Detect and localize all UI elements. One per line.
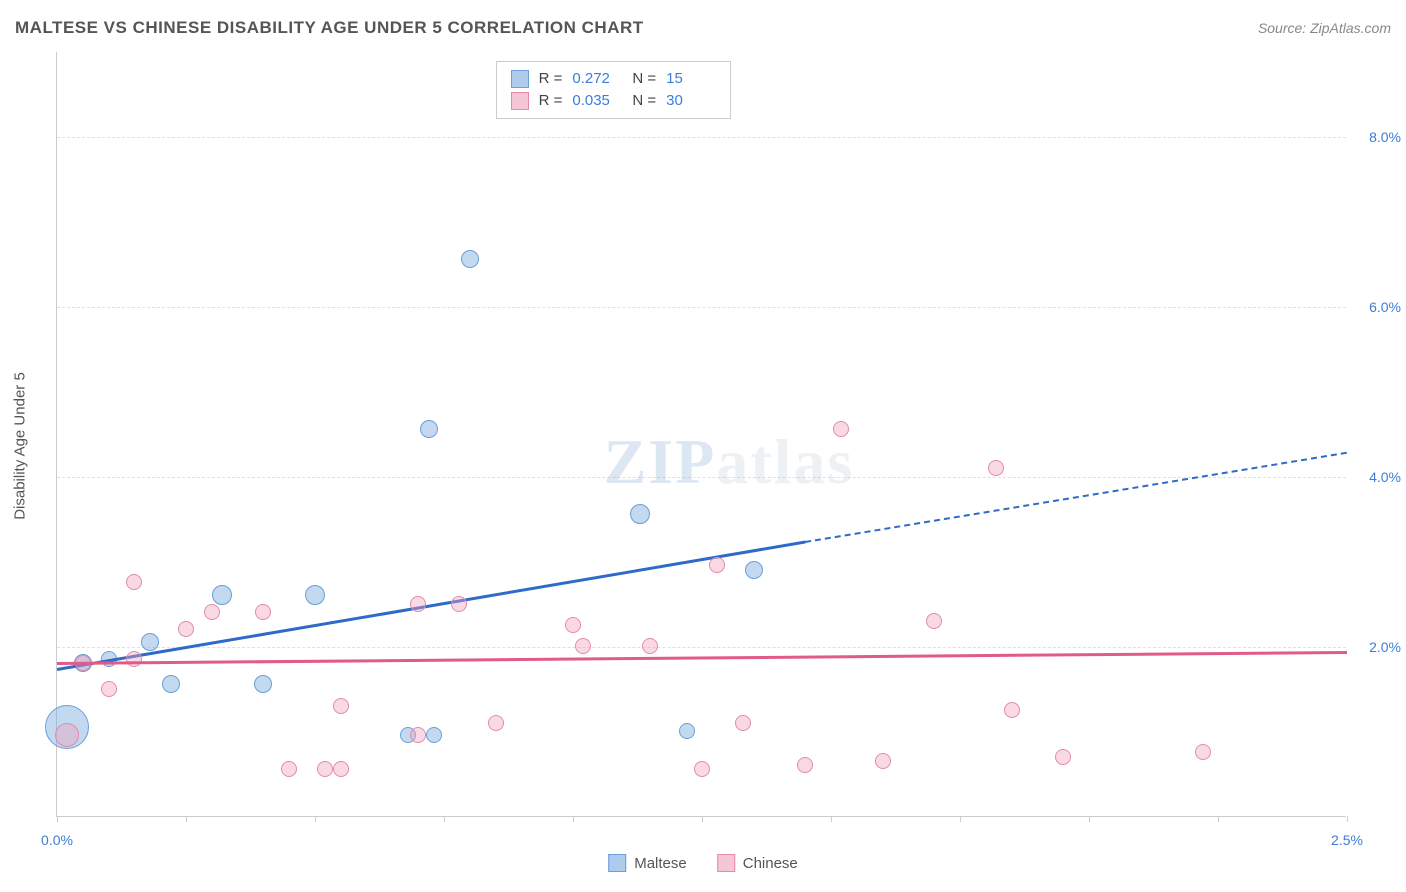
series-swatch xyxy=(511,70,529,88)
x-tick xyxy=(831,816,832,822)
x-tick xyxy=(444,816,445,822)
source-attribution: Source: ZipAtlas.com xyxy=(1258,20,1391,36)
data-point xyxy=(735,715,751,731)
data-point xyxy=(565,617,581,633)
x-tick xyxy=(1347,816,1348,822)
r-value: 0.272 xyxy=(572,70,622,87)
trend-line xyxy=(805,452,1347,543)
data-point xyxy=(426,727,442,743)
data-point xyxy=(254,675,272,693)
trend-line xyxy=(57,541,806,671)
data-point xyxy=(410,727,426,743)
data-point xyxy=(255,604,271,620)
data-point xyxy=(926,613,942,629)
data-point xyxy=(833,421,849,437)
x-tick xyxy=(1218,816,1219,822)
data-point xyxy=(55,723,79,747)
data-point xyxy=(420,420,438,438)
data-point xyxy=(575,638,591,654)
data-point xyxy=(1004,702,1020,718)
watermark: ZIPatlas xyxy=(604,425,855,499)
data-point xyxy=(178,621,194,637)
y-tick-label: 8.0% xyxy=(1351,129,1401,145)
chart-header: MALTESE VS CHINESE DISABILITY AGE UNDER … xyxy=(15,18,1391,38)
y-tick-label: 6.0% xyxy=(1351,299,1401,315)
gridline xyxy=(57,647,1346,648)
data-point xyxy=(745,561,763,579)
correlation-stats-box: R = 0.272 N = 15 R = 0.035 N = 30 xyxy=(496,61,732,119)
r-label: R = xyxy=(539,70,563,87)
legend-swatch xyxy=(608,854,626,872)
legend-item: Maltese xyxy=(608,854,687,872)
data-point xyxy=(1195,744,1211,760)
data-point xyxy=(451,596,467,612)
data-point xyxy=(630,504,650,524)
chart-title: MALTESE VS CHINESE DISABILITY AGE UNDER … xyxy=(15,18,644,38)
gridline xyxy=(57,307,1346,308)
legend-label: Maltese xyxy=(634,855,687,872)
data-point xyxy=(126,651,142,667)
trend-line xyxy=(57,651,1347,665)
n-value: 30 xyxy=(666,92,716,109)
legend-label: Chinese xyxy=(743,855,798,872)
legend-swatch xyxy=(717,854,735,872)
r-label: R = xyxy=(539,92,563,109)
x-tick xyxy=(702,816,703,822)
data-point xyxy=(679,723,695,739)
data-point xyxy=(642,638,658,654)
x-tick xyxy=(960,816,961,822)
y-tick-label: 2.0% xyxy=(1351,639,1401,655)
x-tick-label: 0.0% xyxy=(41,832,73,848)
data-point xyxy=(694,761,710,777)
x-tick xyxy=(315,816,316,822)
n-label: N = xyxy=(632,92,656,109)
data-point xyxy=(797,757,813,773)
stats-row: R = 0.272 N = 15 xyxy=(511,68,717,90)
data-point xyxy=(488,715,504,731)
gridline xyxy=(57,137,1346,138)
data-point xyxy=(212,585,232,605)
data-point xyxy=(305,585,325,605)
x-tick xyxy=(1089,816,1090,822)
r-value: 0.035 xyxy=(572,92,622,109)
y-tick-label: 4.0% xyxy=(1351,469,1401,485)
x-tick xyxy=(57,816,58,822)
gridline xyxy=(57,477,1346,478)
data-point xyxy=(281,761,297,777)
data-point xyxy=(1055,749,1071,765)
data-point xyxy=(461,250,479,268)
data-point xyxy=(709,557,725,573)
data-point xyxy=(126,574,142,590)
y-axis-label: Disability Age Under 5 xyxy=(12,372,29,520)
series-swatch xyxy=(511,92,529,110)
data-point xyxy=(875,753,891,769)
scatter-plot: 2.0%4.0%6.0%8.0%0.0%2.5%ZIPatlasR =0.272… xyxy=(56,52,1346,817)
data-point xyxy=(333,698,349,714)
x-tick-label: 2.5% xyxy=(1331,832,1363,848)
legend-item: Chinese xyxy=(717,854,798,872)
x-tick xyxy=(186,816,187,822)
x-tick xyxy=(573,816,574,822)
data-point xyxy=(317,761,333,777)
n-value: 15 xyxy=(666,70,716,87)
data-point xyxy=(333,761,349,777)
data-point xyxy=(988,460,1004,476)
stats-row: R = 0.035 N = 30 xyxy=(511,90,717,112)
data-point xyxy=(204,604,220,620)
data-point xyxy=(101,681,117,697)
data-point xyxy=(162,675,180,693)
series-legend: Maltese Chinese xyxy=(608,854,798,872)
data-point xyxy=(141,633,159,651)
data-point xyxy=(410,596,426,612)
n-label: N = xyxy=(632,70,656,87)
